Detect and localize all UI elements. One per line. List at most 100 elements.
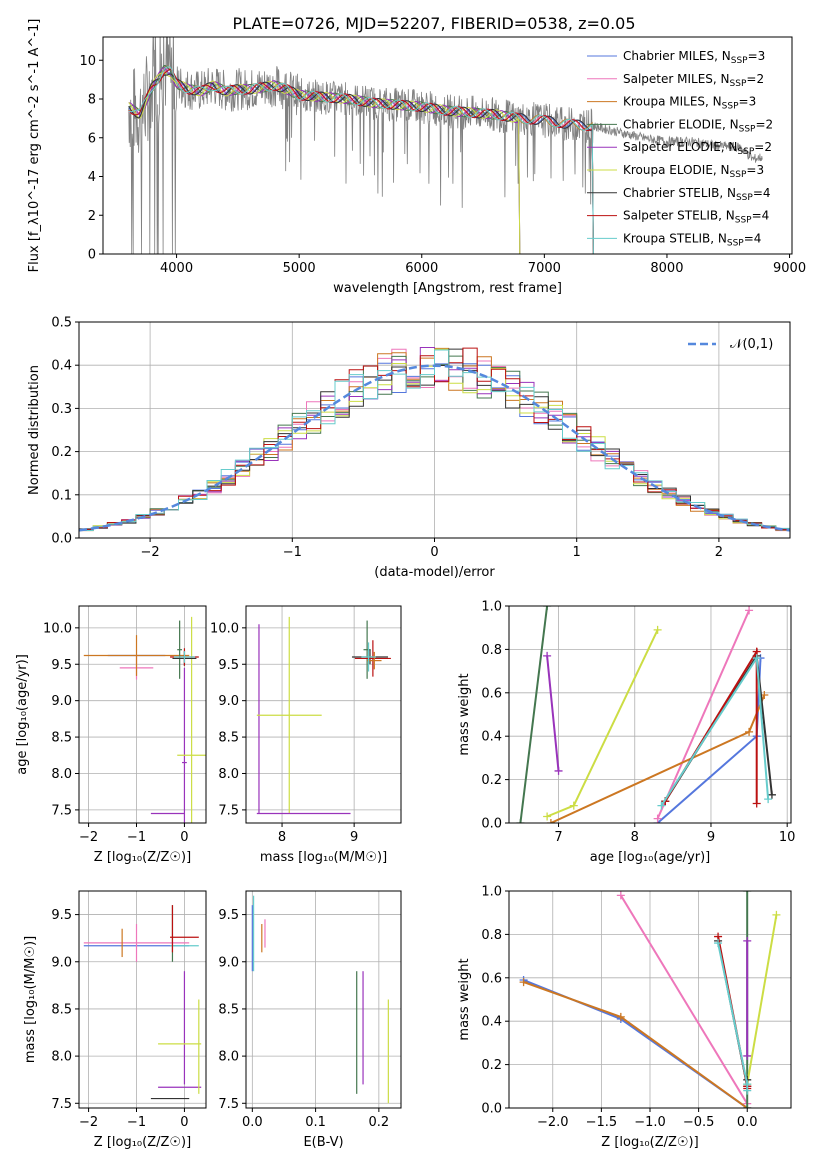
legend-subscript: SSP xyxy=(731,56,748,66)
y-tick-label: 7.5 xyxy=(51,803,72,818)
x-tick-label: 9 xyxy=(350,830,358,845)
spectrum-plot xyxy=(128,37,763,254)
weight-marker xyxy=(743,1051,752,1060)
weight-marker xyxy=(772,910,781,919)
legend-value: =3 xyxy=(748,49,766,63)
y-tick-label: 0.1 xyxy=(51,488,72,503)
legend-value: =4 xyxy=(744,231,762,245)
y-tick-label: 7.5 xyxy=(218,1097,239,1112)
errorbar-plot xyxy=(83,905,202,1100)
weight-plot xyxy=(516,606,776,823)
weight-marker xyxy=(616,1012,625,1021)
y-tick-label: 0.3 xyxy=(51,402,72,417)
legend-value: =2 xyxy=(746,72,764,86)
weight-plot xyxy=(519,891,781,1108)
y-tick-label: 0.4 xyxy=(51,359,72,374)
weight-marker xyxy=(745,727,754,736)
model-line xyxy=(128,73,594,254)
x-tick-label: 5000 xyxy=(283,261,316,276)
normal-curve xyxy=(79,364,790,532)
x-tick-label: 9000 xyxy=(773,261,806,276)
legend-entry: Salpeter ELODIE, NSSP=2 xyxy=(623,140,772,157)
legend-entry: Kroupa ELODIE, NSSP=3 xyxy=(623,163,764,180)
y-tick-label: 0.6 xyxy=(481,971,502,986)
axes-frame xyxy=(102,36,793,255)
legend-subscript: SSP xyxy=(739,124,756,134)
legend: Chabrier MILES, NSSP=3 Salpeter MILES, NS… xyxy=(587,49,773,248)
weight-marker xyxy=(752,654,761,663)
y-tick-label: 0 xyxy=(88,248,96,263)
y-tick-label: 9.5 xyxy=(51,658,72,673)
y-tick-label: 9.5 xyxy=(51,908,72,923)
weight-marker xyxy=(743,891,752,895)
x-tick-label: 0.0 xyxy=(242,1115,263,1130)
legend-subscript: SSP xyxy=(737,147,754,157)
axes-7: −2.0 −1.5 −1.0 −0.5 0.0 0.0 0.2 0.4 0.6 0.8 1.0 Z [… xyxy=(457,885,792,1150)
y-tick-label: 8.5 xyxy=(51,731,72,746)
weight-line xyxy=(619,894,749,1105)
plot-layer: 4000 5000 6000 7000 8000 90000246810wavelengt… xyxy=(15,19,806,1150)
x-tick-label: 0.1 xyxy=(305,1115,326,1130)
x-tick-label: −2 xyxy=(79,1115,98,1130)
weight-marker xyxy=(743,936,752,945)
legend-value: =3 xyxy=(746,163,764,177)
weight-marker xyxy=(569,801,578,810)
legend-subscript: SSP xyxy=(730,79,747,89)
x-tick-label: 1 xyxy=(573,545,581,560)
axes-1: −2 −1 0 1 2 0.0 0.1 0.2 0.3 0.4 0.5 (data-model)/er… xyxy=(27,316,791,580)
weight-marker xyxy=(519,978,528,987)
axes-5: −2 −1 0 7.5 8.0 8.5 9.0 9.5 Z [log₁₀(Z/Z☉)] mass … xyxy=(23,890,207,1150)
weight-line xyxy=(546,655,560,771)
x-tick-label: 4000 xyxy=(160,261,193,276)
weight-marker xyxy=(743,1104,752,1108)
legend-value: =3 xyxy=(739,95,757,109)
y-tick-label: 0.6 xyxy=(481,686,502,701)
model-line xyxy=(128,66,521,254)
legend-subscript: SSP xyxy=(727,238,744,248)
x-tick-label: 0 xyxy=(180,1115,188,1130)
weight-line xyxy=(519,606,549,823)
weight-marker xyxy=(764,795,773,804)
y-tick-label: 9.0 xyxy=(51,955,72,970)
weight-marker xyxy=(743,1086,752,1095)
y-tick-label: 8.5 xyxy=(218,731,239,746)
model-line xyxy=(128,68,594,254)
legend-entry: Salpeter STELIB, NSSP=4 xyxy=(623,209,769,226)
errorbar-plot xyxy=(83,616,206,823)
y-tick-label: 8 xyxy=(88,93,96,108)
y-tick-label: 1.0 xyxy=(481,885,502,900)
observed-spectrum xyxy=(128,37,763,254)
x-tick-label: −1.5 xyxy=(586,1115,618,1130)
weight-marker xyxy=(543,606,552,610)
y-tick-label: 7.5 xyxy=(51,1097,72,1112)
legend-entry: Salpeter MILES, NSSP=2 xyxy=(623,72,764,89)
weight-line xyxy=(550,694,766,823)
axes-0: 4000 5000 6000 7000 8000 9000 0 2 4 6 8 10 wavelengt… xyxy=(27,19,806,296)
x-axis-label: Z [log₁₀(Z/Z☉)] xyxy=(94,1135,191,1150)
y-axis-label: age [log₁₀(age/yr)] xyxy=(15,654,30,775)
y-tick-label: 10.0 xyxy=(43,621,72,636)
legend-entry: Chabrier ELODIE, NSSP=2 xyxy=(623,117,773,134)
y-tick-label: 6 xyxy=(88,131,96,146)
x-tick-label: 0 xyxy=(430,545,438,560)
y-tick-label: 0.2 xyxy=(481,773,502,788)
model-line xyxy=(128,64,521,254)
x-tick-label: −1 xyxy=(127,830,146,845)
legend-value: =2 xyxy=(754,140,772,154)
x-tick-label: −2 xyxy=(79,830,98,845)
y-tick-label: 9.5 xyxy=(218,658,239,673)
x-axis-label: mass [log₁₀(M/M☉)] xyxy=(260,850,387,865)
legend-entry: 𝒩(0,1) xyxy=(730,337,773,352)
x-tick-label: 7 xyxy=(554,830,562,845)
model-line xyxy=(128,66,594,254)
y-axis-label: mass weight xyxy=(457,673,472,755)
y-tick-label: 0.2 xyxy=(51,445,72,460)
x-axis-label: E(B-V) xyxy=(303,1135,343,1150)
axes-frame xyxy=(245,605,402,824)
weight-marker xyxy=(546,819,555,823)
y-tick-label: 10 xyxy=(79,54,96,69)
figure-title: PLATE=0726, MJD=52207, FIBERID=0538, z=0… xyxy=(232,14,635,33)
x-tick-label: 10 xyxy=(779,830,796,845)
y-tick-label: 2 xyxy=(88,209,96,224)
x-axis-label: Z [log₁₀(Z/Z☉)] xyxy=(94,850,191,865)
